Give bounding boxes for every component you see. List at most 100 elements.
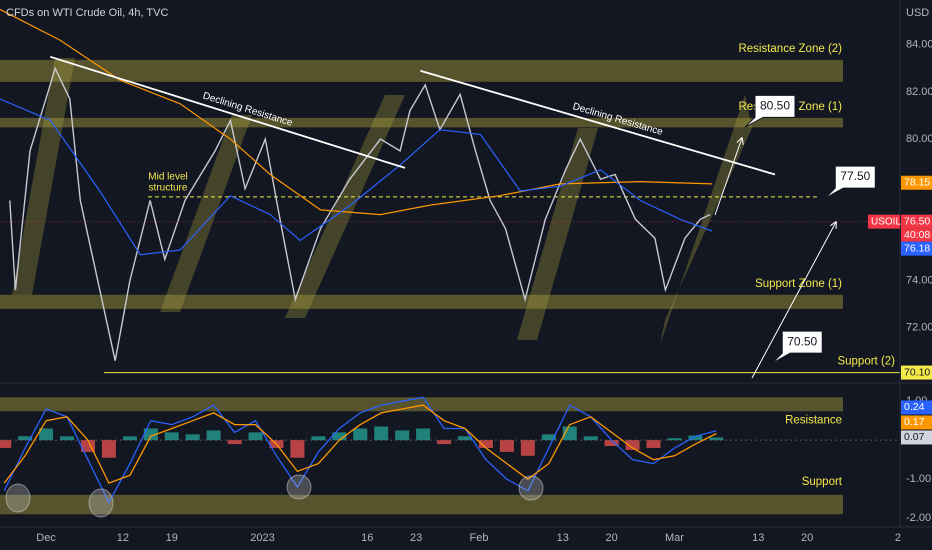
countdown-bg xyxy=(901,228,932,242)
channel xyxy=(660,95,752,345)
price-badge-label: 78.15 xyxy=(904,177,930,189)
histogram-bar xyxy=(227,440,242,445)
indicator-line xyxy=(3,404,717,484)
zone xyxy=(0,494,843,515)
price-badge xyxy=(901,400,932,415)
histogram-bar xyxy=(80,440,95,452)
price-badge xyxy=(901,241,932,256)
chart-title: CFDs on WTI Crude Oil, 4h, TVC xyxy=(6,7,168,19)
histogram-bar xyxy=(688,435,703,441)
histogram-bar xyxy=(541,434,556,441)
highlight xyxy=(286,474,312,500)
x-tick-label: 2 xyxy=(895,532,901,544)
histogram-bar xyxy=(0,440,12,448)
histogram-bar xyxy=(164,432,179,441)
histogram-bar xyxy=(604,440,619,447)
histogram-bar xyxy=(290,440,305,458)
channel xyxy=(285,95,405,318)
price-badge-label: 0.24 xyxy=(904,401,925,413)
zone-label: Support Zone (1) xyxy=(755,278,842,290)
histogram-bar xyxy=(709,437,724,441)
histogram-bar xyxy=(520,440,535,456)
callout xyxy=(771,330,823,364)
histogram-bar xyxy=(185,434,200,441)
callout-label: 80.50 xyxy=(760,99,790,113)
level-label: Mid level xyxy=(148,172,187,183)
x-tick-label: 2023 xyxy=(250,532,274,544)
price-badge-label: 76.50 xyxy=(904,215,930,227)
histogram-bar xyxy=(122,436,137,441)
price-line xyxy=(9,66,711,361)
trendline xyxy=(420,69,776,176)
y-tick-label: -2.00 xyxy=(906,512,931,524)
histogram-bar xyxy=(667,438,682,441)
moving-average xyxy=(0,98,713,256)
channels xyxy=(12,58,752,345)
zone xyxy=(0,294,843,309)
x-tick-label: 23 xyxy=(410,532,422,544)
highlight xyxy=(88,488,114,518)
y-tick-label: -1.00 xyxy=(906,473,931,485)
price-badge-label: 76.18 xyxy=(904,242,930,254)
y-tick-label: 72.00 xyxy=(906,322,932,334)
level-label: structure xyxy=(149,183,188,194)
histogram-bar xyxy=(101,440,116,458)
overlay: Resistance Zone (2)Resistance Zone (1)Su… xyxy=(36,43,932,544)
x-tick-label: 12 xyxy=(117,532,129,544)
zone xyxy=(0,397,843,412)
histogram-bar xyxy=(395,430,410,441)
currency: USD xyxy=(906,7,929,19)
zone xyxy=(0,117,843,128)
histogram-bar xyxy=(625,440,640,450)
trendline xyxy=(50,55,406,169)
channel xyxy=(160,115,252,312)
projection-arrow xyxy=(714,138,742,216)
zone-label: Resistance xyxy=(785,414,842,426)
level-label: Support (2) xyxy=(837,356,895,368)
callout xyxy=(744,94,796,128)
channel xyxy=(12,58,75,295)
x-tick-label: 13 xyxy=(752,532,764,544)
histogram-bar xyxy=(458,436,473,441)
countdown: 40:08 xyxy=(904,229,930,241)
x-tick-label: 20 xyxy=(606,532,618,544)
x-tick-label: 19 xyxy=(166,532,178,544)
price-badge-label: 0.07 xyxy=(904,431,925,443)
y-tick-label: 82.00 xyxy=(906,86,932,98)
histogram-bar xyxy=(18,436,33,441)
price-badge-label: 0.17 xyxy=(904,416,925,428)
histogram-bar xyxy=(248,432,263,441)
price-badge-label: 70.10 xyxy=(904,366,930,378)
price-badge xyxy=(901,415,932,430)
price-badge xyxy=(901,430,932,445)
callout-label: 77.50 xyxy=(840,169,870,183)
highlight xyxy=(518,475,544,501)
channel xyxy=(517,128,598,340)
histogram-bar xyxy=(311,436,326,441)
plot: 72.0074.0076.0078.0080.0082.0084.001.00-… xyxy=(0,8,932,524)
histogram-bar xyxy=(478,440,493,448)
zone-label: Resistance Zone (2) xyxy=(738,43,842,55)
price-badge xyxy=(901,365,932,380)
y-tick-label: 84.00 xyxy=(906,39,932,51)
y-tick-label: 80.00 xyxy=(906,133,932,145)
histogram-bar xyxy=(353,428,368,441)
symbol-tag-bg xyxy=(868,214,900,229)
histogram-bar xyxy=(60,436,75,441)
histogram-bar xyxy=(583,436,598,441)
callout xyxy=(824,165,876,199)
histogram-bar xyxy=(39,428,54,441)
x-tick-label: Feb xyxy=(469,532,488,544)
price-badge xyxy=(901,214,932,229)
y-tick-label: 74.00 xyxy=(906,275,932,287)
histogram-bar xyxy=(646,440,661,448)
histogram-bar xyxy=(416,428,431,441)
histogram-bar xyxy=(143,428,158,441)
moving-average xyxy=(0,8,713,216)
x-tick-label: Mar xyxy=(665,532,684,544)
price-badge xyxy=(901,175,932,190)
x-tick-label: Dec xyxy=(36,532,56,544)
indicator-line xyxy=(3,396,717,505)
